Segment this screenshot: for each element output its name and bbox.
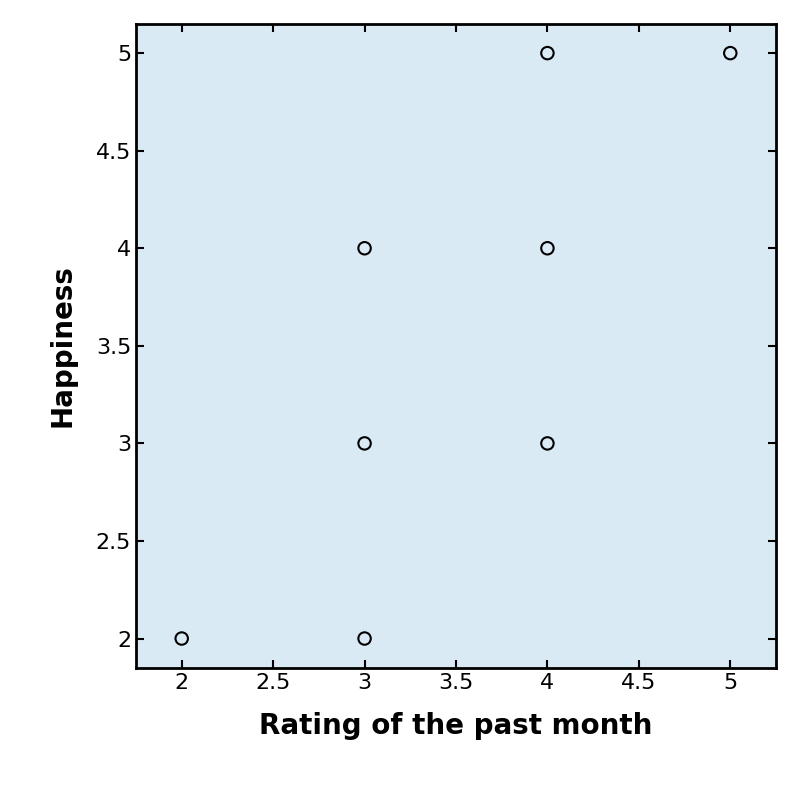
Point xyxy=(358,632,371,645)
Point xyxy=(358,242,371,254)
X-axis label: Rating of the past month: Rating of the past month xyxy=(259,712,653,740)
Point xyxy=(358,437,371,450)
Point xyxy=(541,437,554,450)
Y-axis label: Happiness: Happiness xyxy=(48,265,76,427)
Point xyxy=(541,242,554,254)
Point xyxy=(724,47,737,60)
Point xyxy=(541,47,554,60)
Point xyxy=(175,632,188,645)
